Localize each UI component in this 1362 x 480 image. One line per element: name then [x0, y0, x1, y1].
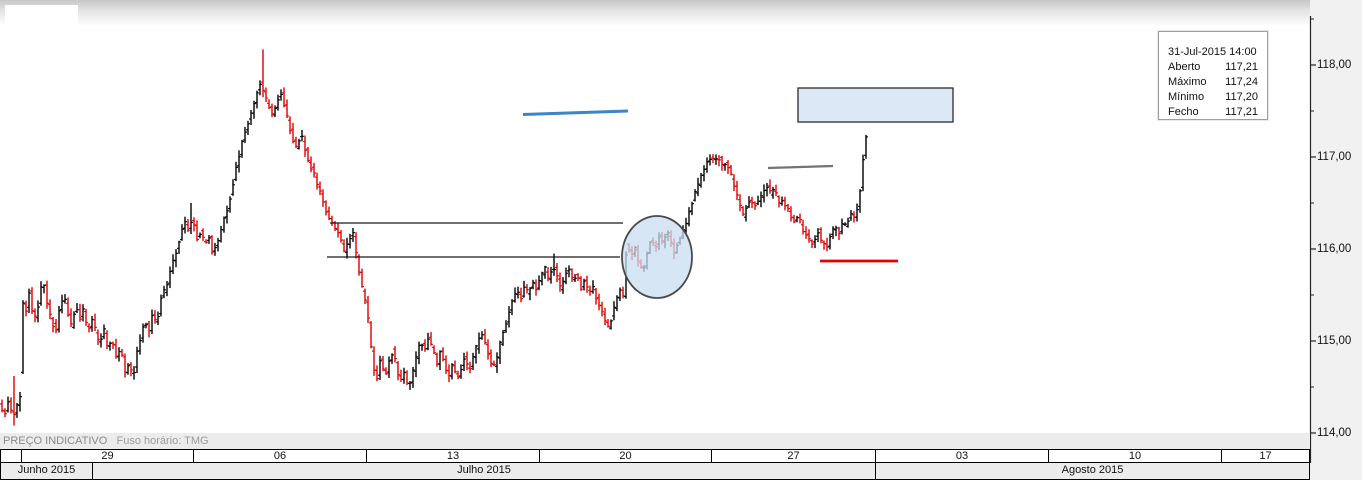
price-axis-column	[1310, 0, 1362, 480]
ohlc-high-label: Máximo	[1168, 76, 1207, 88]
ohlc-open-value: 117,21	[1225, 61, 1258, 73]
week-label-cell: 06	[194, 450, 367, 462]
y-axis-label: 114,00	[1317, 427, 1352, 439]
ohlc-data-window: 31-Jul-2015 14:00 Aberto 117,21 Máximo 1…	[1158, 31, 1268, 120]
ohlc-low-row: Mínimo 117,20	[1168, 90, 1258, 105]
week-label-cell: 29	[22, 450, 194, 462]
y-axis-label: 117,00	[1317, 151, 1352, 163]
week-label-cell	[1, 450, 22, 462]
timezone-label: Fuso horário: TMG	[116, 435, 209, 447]
ohlc-open-row: Aberto 117,21	[1168, 60, 1258, 75]
y-axis-label: 116,00	[1317, 243, 1352, 255]
ohlc-datetime: 31-Jul-2015 14:00	[1168, 46, 1257, 58]
window-top-strip	[0, 0, 1362, 26]
ohlc-close-label: Fecho	[1168, 106, 1199, 118]
y-axis-label: 118,00	[1317, 59, 1352, 71]
ohlc-high-row: Máximo 117,24	[1168, 75, 1258, 90]
ohlc-low-label: Mínimo	[1168, 91, 1205, 103]
consolidation-ellipse	[621, 215, 693, 299]
week-label-cell: 10	[1049, 450, 1222, 462]
ohlc-low-value: 117,20	[1225, 91, 1258, 103]
month-label-cell: Agosto 2015	[876, 463, 1310, 479]
ohlc-bars	[0, 49, 868, 426]
ohlc-close-row: Fecho 117,21	[1168, 105, 1258, 120]
chart-tab[interactable]	[5, 5, 78, 26]
ohlc-high-value: 117,24	[1225, 76, 1258, 88]
month-label-cell: Julho 2015	[93, 463, 876, 479]
y-axis-label: 115,00	[1317, 335, 1352, 347]
week-label-cell: 17	[1222, 450, 1310, 462]
chart-footer-strip: PREÇO INDICATIVO Fuso horário: TMG	[0, 433, 1310, 449]
week-label-cell: 27	[712, 450, 876, 462]
price-axis	[1309, 16, 1316, 463]
week-label-cell: 20	[540, 450, 712, 462]
week-label-cell: 13	[367, 450, 540, 462]
x-axis-week-row: 29 06 13 20 27 03 10 17	[0, 449, 1310, 463]
price-indicative-label: PREÇO INDICATIVO	[3, 435, 108, 447]
ohlc-open-label: Aberto	[1168, 61, 1201, 73]
x-axis-month-row: Junho 2015 Julho 2015 Agosto 2015	[0, 463, 1310, 480]
week-label-cell: 03	[876, 450, 1049, 462]
ohlc-close-value: 117,21	[1225, 106, 1258, 118]
trend-blue-line	[522, 109, 629, 116]
month-label-cell: Junho 2015	[1, 463, 93, 479]
target-rectangle	[797, 87, 954, 123]
minor-resistance-line	[767, 164, 834, 170]
